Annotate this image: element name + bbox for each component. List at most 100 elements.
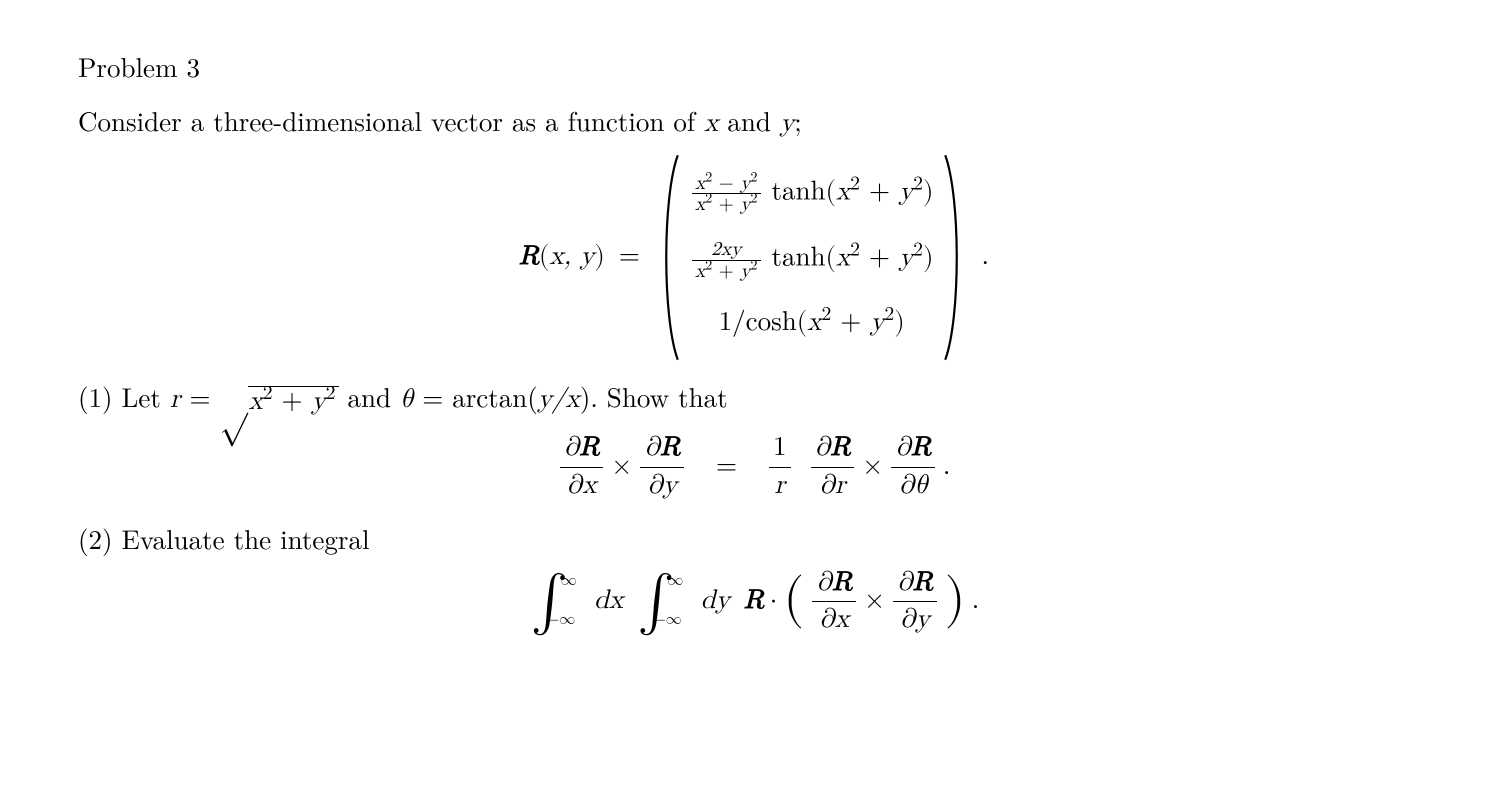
d3b: ∂ — [819, 472, 835, 499]
int2-hi: ∞ — [667, 571, 683, 593]
r2-arg-plus: + — [860, 245, 899, 272]
part1-label: (1) Let — [78, 377, 170, 415]
r1-num-y-exp: 2 — [751, 171, 758, 185]
r3-cosh: cosh( — [746, 309, 808, 336]
part1-arctan: = arctan( — [413, 377, 538, 415]
var-r: r — [170, 386, 181, 413]
sqrt-icon: √ — [219, 391, 247, 418]
d4b: ∂ — [899, 472, 915, 499]
vector-R: R — [519, 243, 539, 270]
r1-den-y: y — [740, 194, 750, 214]
r2-arg-y-exp: 2 — [913, 240, 923, 260]
d6a: ∂ — [897, 569, 913, 596]
part1-eq1: = — [180, 377, 219, 415]
vec-row-1: x2 − y2 x2 + y2 tanh(x2 + y2) — [690, 169, 934, 219]
dth1: θ — [914, 472, 927, 499]
dx2: x — [835, 606, 849, 633]
int1-hi: ∞ — [561, 571, 577, 593]
var-theta: θ — [400, 386, 413, 413]
part2-label: (2) Evaluate the integral — [78, 519, 369, 557]
times3: × — [864, 583, 885, 619]
r2-den-y-exp: 2 — [751, 258, 758, 272]
r1-arg-plus: + — [860, 179, 899, 206]
part1-and: and — [348, 377, 401, 415]
problem-page: Problem 3 Consider a three-dimensional v… — [0, 0, 1508, 695]
d4a: ∂ — [895, 434, 911, 461]
problem-label: Problem 3 — [78, 48, 1430, 84]
sqrt: √ x2 + y2 — [219, 386, 338, 417]
rparen: ) — [594, 243, 605, 270]
r2-den-y: y — [740, 261, 750, 281]
integral-equation: ∫ ∞ −∞ dx ∫ ∞ −∞ dy R · ( ∂R ∂x × ∂R ∂y — [78, 565, 1430, 639]
sqrt-y-exp: 2 — [326, 383, 336, 403]
def-period: . — [975, 239, 989, 275]
sqrt-x: x — [249, 388, 263, 415]
d3a: ∂ — [815, 434, 831, 461]
def-args: x, y — [549, 243, 594, 270]
integral-1: ∫ ∞ −∞ — [531, 573, 568, 629]
r1-arg-y-exp: 2 — [913, 174, 923, 194]
R2a: R — [660, 434, 680, 461]
intro-line: Consider a three-dimensional vector as a… — [78, 102, 1430, 142]
column-vector: x2 − y2 x2 + y2 tanh(x2 + y2) 2xy x2 + y… — [658, 153, 966, 362]
part-1: (1) Let r = √ x2 + y2 and θ = arctan(y/x… — [78, 378, 1430, 418]
R4a: R — [911, 434, 931, 461]
r3-pre: 1/ — [719, 309, 746, 336]
left-paren-icon — [658, 153, 680, 362]
int1-lo: −∞ — [547, 610, 575, 632]
r1-close: ) — [923, 179, 934, 206]
r1-den-plus: + — [712, 194, 740, 214]
one: 1 — [769, 430, 791, 466]
r1-arg-x: x — [836, 179, 850, 206]
r2-den-x: x — [695, 261, 705, 281]
vec-row-3: 1/cosh(x2 + y2) — [690, 301, 934, 345]
lparen: ( — [539, 243, 550, 270]
r3-arg-x-exp: 2 — [822, 304, 832, 324]
d1b: ∂ — [566, 472, 582, 499]
r1-den-y-exp: 2 — [751, 192, 758, 206]
equals: = — [611, 239, 648, 275]
var-y: y — [780, 110, 794, 137]
var-x: x — [704, 110, 718, 137]
r1-minus: − — [712, 173, 740, 193]
part-2: (2) Evaluate the integral — [78, 520, 1430, 556]
r3-arg-plus: + — [831, 309, 870, 336]
d5b: ∂ — [819, 606, 835, 633]
r2-arg-x-exp: 2 — [850, 240, 860, 260]
d2a: ∂ — [644, 434, 660, 461]
d2b: ∂ — [647, 472, 663, 499]
dy1: y — [663, 472, 677, 499]
r1-den-x: x — [695, 194, 705, 214]
dx1: x — [582, 472, 596, 499]
d6b: ∂ — [900, 606, 916, 633]
R3a: R — [830, 434, 850, 461]
r3-arg-x: x — [807, 309, 821, 336]
r1-arg-y: y — [899, 179, 913, 206]
den-r: r — [774, 472, 785, 499]
vec-row-2: 2xy x2 + y2 tanh(x2 + y2) — [690, 235, 934, 285]
d1a: ∂ — [564, 434, 580, 461]
sqrt-y: y — [312, 388, 326, 415]
R-integrand: R — [744, 583, 764, 619]
intro-text: Consider a three-dimensional vector as a… — [78, 101, 704, 139]
part1-yx: y/x — [538, 386, 580, 413]
r2-arg-y: y — [899, 245, 913, 272]
r1-tanh: tanh( — [771, 179, 836, 206]
sqrt-plus: + — [273, 388, 312, 415]
r1-arg-x-exp: 2 — [850, 174, 860, 194]
r2-num: 2xy — [711, 239, 741, 259]
r2-tanh: tanh( — [771, 245, 836, 272]
r2-arg-x: x — [836, 245, 850, 272]
int2-lo: −∞ — [653, 610, 681, 632]
r3-arg-y-exp: 2 — [885, 304, 895, 324]
dy2: y — [916, 606, 930, 633]
d5a: ∂ — [816, 569, 832, 596]
right-paren-icon — [943, 153, 965, 362]
dy: dy — [701, 587, 730, 614]
sqrt-x-exp: 2 — [263, 383, 273, 403]
R5a: R — [832, 569, 852, 596]
intro-and: and — [718, 101, 780, 139]
r1-num-x: x — [695, 173, 705, 193]
eq1-period: . — [943, 449, 951, 485]
times1: × — [611, 449, 632, 485]
